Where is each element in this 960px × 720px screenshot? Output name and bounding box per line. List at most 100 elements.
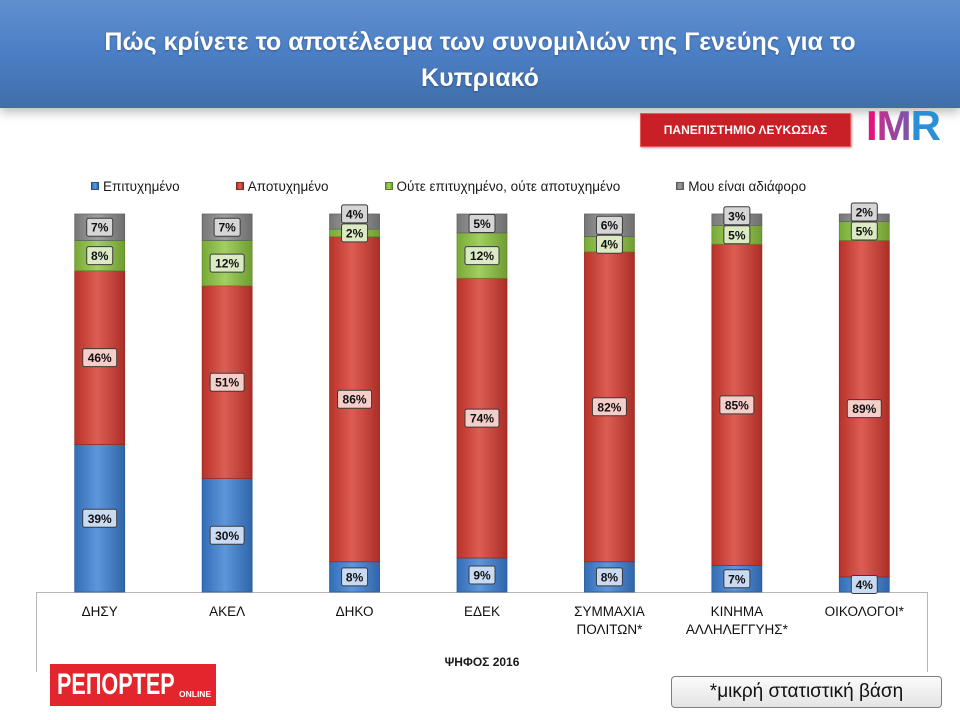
- data-label-series-2-category-5: 82%: [591, 397, 627, 417]
- data-label-series-4-category-7: 2%: [850, 202, 878, 222]
- data-label-text: 46%: [88, 351, 112, 365]
- data-label-series-3-category-6: 5%: [723, 225, 751, 245]
- data-label-series-4-category-3: 4%: [341, 204, 369, 224]
- data-label-text: 89%: [852, 402, 876, 416]
- legend-label-3: Ούτε επιτυχημένο, ούτε αποτυχημένο: [396, 178, 621, 194]
- data-label-text: 7%: [91, 221, 109, 235]
- category-labels: ΔΗΣΥ ΑΚΕΛ ΔΗΚΟ ΕΔΕΚ ΣΥΜΜΑΧΙΑ ΠΟΛΙΤΩΝ* ΚΙΝΗΜΑ …: [0, 600, 960, 640]
- legend-marker-3: [384, 182, 393, 190]
- bars: [74, 213, 890, 593]
- data-label-text: 12%: [215, 257, 239, 271]
- data-label-series-1-category-5: 8%: [595, 567, 623, 587]
- data-label-series-3-category-5: 4%: [595, 234, 623, 254]
- legend-item-1: Επιτυχημένο: [91, 179, 180, 194]
- data-labels: 39% 46% 8% 7% 30% 51% 12% 7% 8% 86% 2% 4% 9% 74% 12% 5%…: [82, 202, 882, 594]
- legend-marker-2: [235, 182, 244, 190]
- data-label-box: [213, 217, 241, 237]
- category-label-7: ΟΙΚΟΛΟΓΟΙ*: [824, 604, 904, 619]
- data-label-series-3-category-2: 12%: [209, 253, 245, 273]
- data-label-text: 86%: [343, 393, 367, 407]
- data-label-series-3-category-4: 12%: [464, 246, 500, 266]
- footnote-small-sample: *μικρή στατιστική βάση: [671, 676, 942, 708]
- data-label-text: 2%: [856, 206, 874, 220]
- category-label-5: ΣΥΜΜΑΧΙΑ ΠΟΛΙΤΩΝ*: [574, 604, 645, 637]
- data-label-text: 2%: [346, 226, 364, 240]
- data-label-box: [595, 234, 623, 254]
- category-label-3: ΔΗΚΟ: [335, 604, 374, 619]
- data-label-box: [209, 525, 245, 545]
- imr-logo: IMR: [866, 102, 941, 149]
- data-label-text: 9%: [473, 568, 491, 582]
- data-label-text: 5%: [473, 217, 491, 231]
- data-label-text: 51%: [215, 376, 239, 390]
- data-label-series-1-category-2: 30%: [209, 525, 245, 545]
- data-label-text: 5%: [856, 225, 874, 239]
- data-label-series-4-category-6: 3%: [723, 206, 751, 226]
- category-axis: [36, 592, 928, 672]
- data-label-text: 82%: [597, 400, 621, 414]
- data-label-series-1-category-3: 8%: [341, 567, 369, 587]
- data-label-series-1-category-1: 39%: [82, 508, 118, 528]
- data-label-box: [850, 221, 878, 241]
- data-label-text: 3%: [728, 209, 746, 223]
- data-label-text: 7%: [218, 221, 236, 235]
- data-label-series-2-category-1: 46%: [82, 348, 118, 368]
- data-label-box: [468, 213, 496, 233]
- data-label-box: [82, 348, 118, 368]
- data-label-box: [464, 408, 500, 428]
- data-label-box: [468, 565, 496, 585]
- data-label-text: 4%: [601, 238, 619, 252]
- data-label-series-4-category-2: 7%: [213, 217, 241, 237]
- data-label-box: [595, 567, 623, 587]
- data-label-box: [723, 206, 751, 226]
- legend-item-4: Μου είναι αδιάφορο: [676, 179, 806, 194]
- data-label-box: [86, 246, 114, 266]
- data-label-box: [341, 567, 369, 587]
- data-label-series-1-category-4: 9%: [468, 565, 496, 585]
- reporter-logo-wordmark: ΡΕΠΟΡΤΕΡ: [57, 668, 175, 701]
- data-label-series-2-category-2: 51%: [209, 372, 245, 392]
- legend-label-4: Μου είναι αδιάφορο: [688, 178, 807, 194]
- chart-legend: Επιτυχημένο Αποτυχημένο Ούτε επιτυχημένο, …: [91, 177, 806, 195]
- data-label-box: [464, 246, 500, 266]
- category-label-1: ΔΗΣΥ: [81, 604, 118, 619]
- category-label-6: ΚΙΝΗΜΑ ΑΛΛΗΛΕΓΓΥΗΣ*: [685, 604, 788, 637]
- data-label-text: 4%: [346, 207, 364, 221]
- header-banner: Πώς κρίνετε το αποτέλεσμα των συνομιλιών…: [0, 0, 960, 108]
- data-label-text: 74%: [470, 412, 494, 426]
- data-label-series-3-category-1: 8%: [86, 246, 114, 266]
- data-label-box: [850, 202, 878, 222]
- data-label-text: 8%: [346, 570, 364, 584]
- data-label-text: 85%: [725, 398, 749, 412]
- category-label-4: ΕΔΕΚ: [463, 604, 501, 619]
- data-label-box: [209, 372, 245, 392]
- data-label-box: [86, 217, 114, 237]
- category-label-2: ΑΚΕΛ: [209, 604, 246, 619]
- data-label-text: 8%: [91, 249, 109, 263]
- data-label-box: [723, 569, 751, 589]
- data-label-box: [341, 204, 369, 224]
- data-label-series-2-category-7: 89%: [846, 399, 882, 419]
- data-label-text: 7%: [728, 572, 746, 586]
- reporter-logo-online: ONLINE: [179, 689, 212, 699]
- legend-marker-4: [676, 182, 685, 190]
- data-label-box: [591, 397, 627, 417]
- data-label-box: [723, 225, 751, 245]
- data-label-series-1-category-7: 4%: [850, 574, 878, 594]
- reporter-online-logo: ΡΕΠΟΡΤΕΡ ONLINE: [50, 664, 216, 706]
- data-label-text: 12%: [470, 249, 494, 263]
- data-label-series-4-category-1: 7%: [86, 217, 114, 237]
- data-label-series-4-category-5: 6%: [595, 215, 623, 235]
- legend-item-2: Αποτυχημένο: [235, 178, 329, 194]
- data-label-box: [341, 223, 369, 243]
- data-label-box: [209, 253, 245, 273]
- x-axis-label: ΨΗΦΟΣ 2016: [444, 655, 520, 669]
- university-logo: ΠΑΝΕΠΙΣΤΗΜΙΟ ΛΕΥΚΩΣΙΑΣ: [640, 113, 851, 147]
- data-label-text: 6%: [601, 219, 619, 233]
- data-label-series-2-category-6: 85%: [719, 395, 755, 415]
- data-label-series-3-category-7: 5%: [850, 221, 878, 241]
- legend-item-3: Ούτε επιτυχημένο, ούτε αποτυχημένο: [384, 178, 621, 194]
- data-label-text: 30%: [215, 529, 239, 543]
- data-label-box: [850, 574, 878, 594]
- legend-label-2: Αποτυχημένο: [247, 178, 329, 194]
